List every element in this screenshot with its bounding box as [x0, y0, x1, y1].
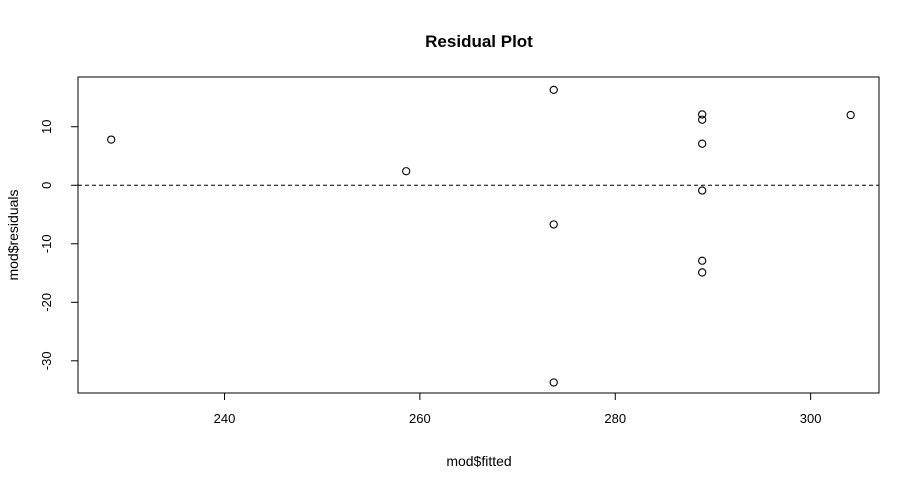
y-tick-label: -20 [39, 293, 54, 312]
chart-title: Residual Plot [425, 32, 533, 51]
data-point [549, 220, 558, 229]
data-point [402, 167, 411, 176]
plot-frame [77, 76, 880, 394]
x-axis: 240 260 280 300 [214, 392, 822, 426]
data-point [698, 115, 707, 124]
x-tick-label: 260 [409, 411, 431, 426]
data-point [698, 256, 707, 265]
data-point [698, 268, 707, 277]
data-point [107, 135, 116, 144]
y-tick-label: 10 [39, 120, 54, 134]
y-tick-label: -10 [39, 234, 54, 253]
data-point [549, 378, 558, 387]
x-tick-label: 280 [604, 411, 626, 426]
x-tick-label: 240 [214, 411, 236, 426]
y-tick-label: -30 [39, 351, 54, 370]
data-points [107, 85, 855, 387]
x-tick-label: 300 [800, 411, 822, 426]
data-point [698, 186, 707, 195]
y-tick-label: 0 [39, 182, 54, 189]
data-point [549, 85, 558, 95]
y-axis: -30 -20 -10 0 10 [39, 120, 79, 370]
data-point [846, 110, 855, 120]
data-point [698, 139, 707, 148]
x-axis-label: mod$fitted [446, 453, 511, 469]
y-axis-label: mod$residuals [5, 189, 21, 280]
data-point [698, 110, 707, 119]
